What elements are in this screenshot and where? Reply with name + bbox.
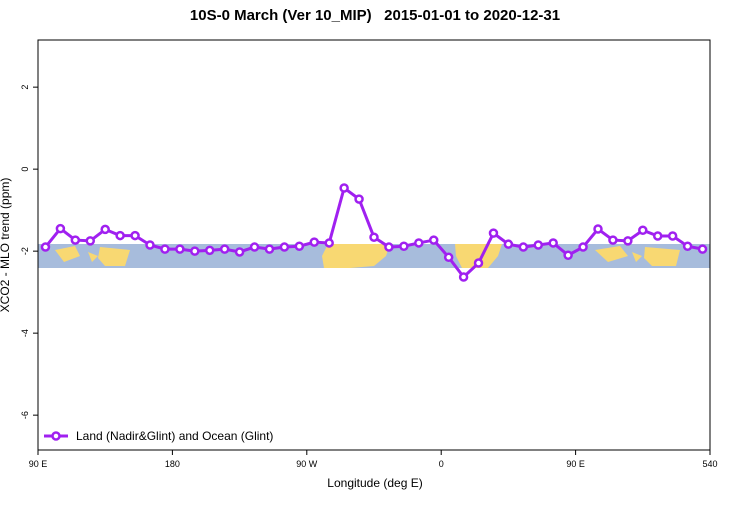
data-point (70, 235, 81, 245)
land (455, 244, 502, 268)
data-point (488, 228, 499, 238)
data-point (324, 238, 334, 248)
data-point (309, 237, 320, 247)
data-point (100, 224, 110, 235)
data-point (638, 225, 648, 235)
data-point (458, 272, 469, 282)
data-point (130, 230, 140, 241)
data-point (384, 242, 394, 252)
y-tick-label: -6 (20, 411, 30, 419)
y-tick-label: 0 (20, 167, 30, 172)
data-point (399, 241, 409, 251)
data-point (369, 232, 379, 242)
data-point (204, 245, 215, 256)
data-point (473, 258, 484, 268)
plot-frame (37, 39, 711, 451)
data-point (563, 250, 573, 260)
data-point (518, 242, 529, 252)
data-point (264, 244, 275, 254)
data-point (279, 242, 290, 252)
data-point (354, 194, 364, 204)
data-point (414, 238, 424, 248)
y-tick-label: 2 (20, 85, 30, 90)
data-point (234, 247, 245, 257)
y-tick-label: -2 (20, 247, 30, 255)
data-point (115, 230, 125, 241)
data-point (608, 235, 618, 245)
data-point (190, 246, 200, 256)
x-tick-label: 90 E (29, 459, 48, 469)
x-tick-label: 540 (702, 459, 717, 469)
x-tick-label: 180 (165, 459, 180, 469)
x-tick-label: 90 W (296, 459, 318, 469)
legend-marker (51, 431, 61, 441)
land (55, 246, 130, 266)
data-point (697, 244, 708, 254)
chart-title: 10S-0 March (Ver 10_MIP) 2015-01-01 to 2… (190, 7, 560, 24)
data-point (294, 241, 305, 251)
data-point (55, 223, 66, 234)
data-point (339, 183, 349, 193)
data-point (578, 242, 588, 252)
data-point (219, 244, 230, 254)
data-point (533, 240, 544, 250)
y-tick-label: -4 (20, 329, 30, 337)
data-point (40, 242, 51, 252)
data-point (175, 244, 185, 254)
data-point (428, 235, 439, 245)
data-point (160, 244, 170, 254)
data-point (443, 252, 454, 263)
land (322, 244, 390, 268)
data-point (145, 240, 155, 250)
data-point (667, 231, 678, 241)
x-tick-label: 0 (439, 459, 444, 469)
map-strip (38, 244, 710, 268)
data-point (85, 236, 96, 246)
x-tick-label: 90 E (566, 459, 585, 469)
x-axis-label: Longitude (deg E) (327, 476, 422, 490)
data-point (682, 241, 693, 251)
data-point (503, 239, 514, 249)
legend-label: Land (Nadir&Glint) and Ocean (Glint) (76, 429, 273, 443)
y-axis-label: XCO2 - MLO trend (ppm) (0, 178, 12, 313)
data-point (623, 236, 633, 246)
data-point (593, 224, 603, 234)
data-point (652, 231, 663, 241)
data-point (249, 242, 260, 252)
land (595, 246, 680, 266)
data-point (548, 238, 558, 248)
